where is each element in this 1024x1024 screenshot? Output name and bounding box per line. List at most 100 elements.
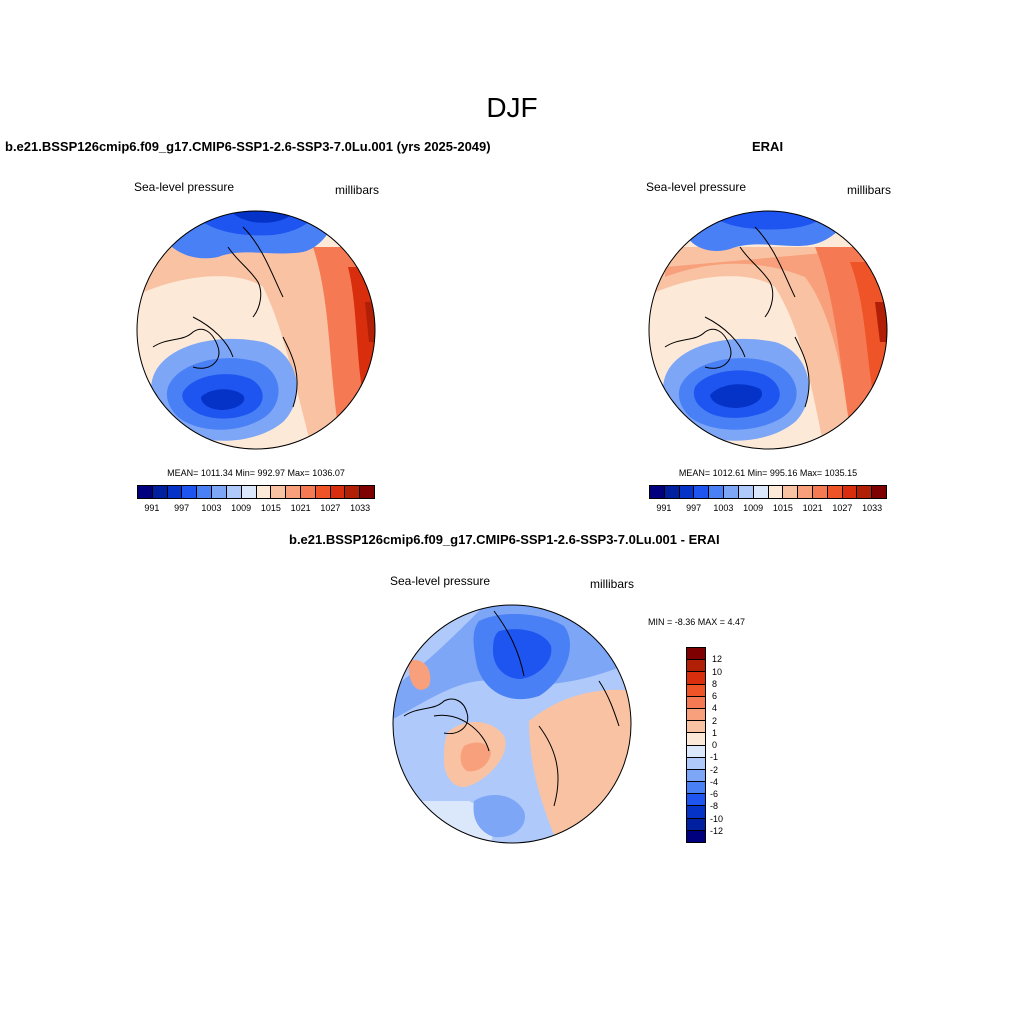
- diff-colorbar-swatch: [687, 757, 705, 770]
- diff-colorbar-swatch: [687, 684, 705, 697]
- obs-colorbar-swatch: [679, 486, 695, 498]
- model-colorbar-tick-label: 991: [144, 503, 160, 513]
- model-colorbar-tick-label: 1015: [260, 503, 281, 513]
- diff-colorbar-swatch: [687, 818, 705, 831]
- model-colorbar-swatch: [167, 486, 183, 498]
- model-colorbar-swatch: [300, 486, 316, 498]
- obs-colorbar-swatch: [709, 486, 725, 498]
- model-colorbar-tick-label: 1027: [320, 503, 341, 513]
- model-stats: MEAN= 1011.34 Min= 992.97 Max= 1036.07: [167, 468, 345, 478]
- diff-units-label: millibars: [590, 577, 635, 591]
- model-units-label: millibars: [335, 183, 380, 197]
- diff-colorbar: [686, 647, 706, 843]
- diff-colorbar-swatch: [687, 806, 705, 819]
- diff-colorbar-swatch: [687, 721, 705, 734]
- obs-colorbar-tick-label: 1015: [772, 503, 793, 513]
- model-colorbar-swatch: [138, 486, 153, 498]
- diff-colorbar-tick-label: -1: [710, 752, 719, 763]
- diff-colorbar-swatch: [687, 794, 705, 807]
- figure-title: DJF: [486, 92, 538, 123]
- obs-colorbar-swatch: [738, 486, 754, 498]
- diff-colorbar-tick-label: -6: [710, 789, 719, 799]
- obs-colorbar-swatch: [783, 486, 799, 498]
- model-colorbar-swatch: [345, 486, 361, 498]
- diff-colorbar-tick-label: -4: [710, 776, 719, 787]
- obs-colorbar-ticks: 991 997 1003 1009 1015 1021 1027 1033: [649, 503, 887, 515]
- obs-colorbar-swatch: [872, 486, 886, 498]
- diff-colorbar-tick-label: 2: [712, 715, 718, 726]
- model-colorbar-tick-label: 1009: [231, 503, 252, 513]
- obs-colorbar-tick-label: 997: [686, 503, 702, 513]
- obs-colorbar-swatch: [768, 486, 784, 498]
- diff-polar-map: [392, 604, 632, 844]
- model-colorbar-tick-label: 997: [174, 503, 190, 513]
- obs-colorbar-swatch: [812, 486, 828, 498]
- model-colorbar-swatch: [271, 486, 287, 498]
- diff-colorbar-swatch: [687, 782, 705, 795]
- obs-colorbar-swatch: [650, 486, 665, 498]
- obs-colorbar-swatch: [664, 486, 680, 498]
- obs-colorbar-swatch: [798, 486, 813, 498]
- model-colorbar-ticks: 991 997 1003 1009 1015 1021 1027 1033: [137, 503, 375, 515]
- model-colorbar-swatch: [212, 486, 227, 498]
- diff-colorbar-swatch: [687, 708, 705, 722]
- obs-colorbar-swatch: [827, 486, 843, 498]
- diff-colorbar-tick-label: -10: [710, 813, 724, 824]
- diff-colorbar-tick-label: 6: [712, 691, 718, 701]
- model-colorbar-tick-label: 1021: [290, 503, 311, 513]
- obs-colorbar-tick-label: 1033: [862, 503, 883, 513]
- model-variable-label: Sea-level pressure: [134, 180, 235, 194]
- diff-colorbar-swatch: [687, 830, 705, 842]
- diff-colorbar-tick-label: 1: [712, 727, 718, 738]
- diff-colorbar-swatch: [687, 660, 705, 673]
- model-colorbar: [137, 485, 375, 499]
- model-colorbar-swatch: [315, 486, 331, 498]
- obs-colorbar-tick-label: 1021: [802, 503, 823, 513]
- model-colorbar-swatch: [241, 486, 257, 498]
- diff-colorbar-ticks: 12 10 8 6 4 2 1 0 -1 -2 -4 -6 -8 -10 -12: [710, 647, 740, 843]
- model-colorbar-swatch: [152, 486, 168, 498]
- obs-colorbar-tick-label: 1003: [713, 503, 734, 513]
- diff-colorbar-swatch: [687, 648, 705, 661]
- model-polar-map: [136, 210, 376, 450]
- diff-colorbar-swatch: [687, 696, 705, 709]
- diff-colorbar-swatch: [687, 769, 705, 783]
- obs-colorbar-swatch: [842, 486, 858, 498]
- obs-colorbar-swatch: [753, 486, 769, 498]
- model-colorbar-swatch: [330, 486, 346, 498]
- model-colorbar-swatch: [226, 486, 242, 498]
- diff-stats: MIN = -8.36 MAX = 4.47: [648, 617, 746, 627]
- obs-units-label: millibars: [847, 183, 892, 197]
- model-panel-title: b.e21.BSSP126cmip6.f09_g17.CMIP6-SSP1-2.…: [5, 139, 491, 154]
- obs-panel-title: ERAI: [752, 139, 784, 154]
- obs-colorbar-tick-label: 1027: [832, 503, 853, 513]
- diff-colorbar-tick-label: 12: [712, 654, 723, 665]
- model-colorbar-tick-label: 1003: [201, 503, 222, 513]
- diff-colorbar-tick-label: 4: [712, 703, 718, 714]
- model-colorbar-swatch: [197, 486, 213, 498]
- diff-colorbar-tick-label: 8: [712, 678, 718, 689]
- diff-colorbar-tick-label: -2: [710, 764, 719, 775]
- diff-colorbar-swatch: [687, 733, 705, 746]
- model-colorbar-swatch: [286, 486, 301, 498]
- diff-colorbar-tick-label: 0: [712, 740, 718, 750]
- diff-colorbar-tick-label: 10: [712, 666, 723, 677]
- diff-colorbar-swatch: [687, 745, 705, 758]
- obs-polar-map: [648, 210, 888, 450]
- diff-panel-title: b.e21.BSSP126cmip6.f09_g17.CMIP6-SSP1-2.…: [289, 532, 720, 547]
- obs-variable-label: Sea-level pressure: [646, 180, 747, 194]
- obs-colorbar-swatch: [724, 486, 739, 498]
- model-colorbar-swatch: [256, 486, 272, 498]
- obs-colorbar-tick-label: 991: [656, 503, 672, 513]
- diff-colorbar-swatch: [687, 672, 705, 685]
- diff-variable-label: Sea-level pressure: [390, 574, 491, 588]
- obs-colorbar: [649, 485, 887, 499]
- obs-colorbar-tick-label: 1009: [743, 503, 764, 513]
- obs-colorbar-swatch: [694, 486, 710, 498]
- model-colorbar-swatch: [182, 486, 198, 498]
- model-colorbar-swatch: [360, 486, 374, 498]
- obs-colorbar-swatch: [857, 486, 873, 498]
- diff-colorbar-tick-label: -8: [710, 801, 719, 812]
- model-colorbar-tick-label: 1033: [350, 503, 371, 513]
- diff-colorbar-tick-label: -12: [710, 825, 724, 836]
